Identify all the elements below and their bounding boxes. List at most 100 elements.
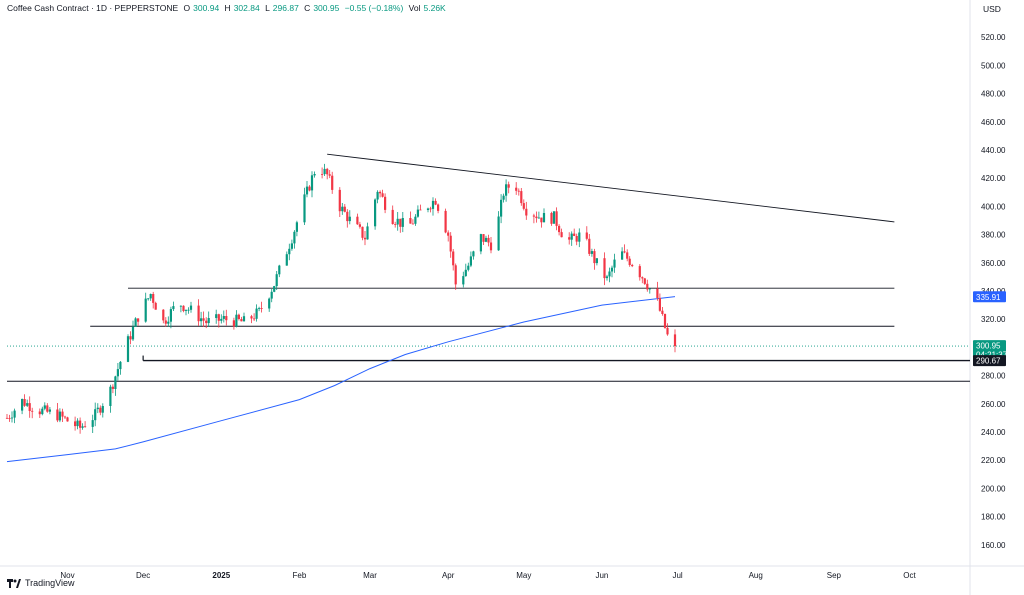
candle-body bbox=[179, 305, 182, 307]
candle-body bbox=[605, 276, 609, 279]
candle-body bbox=[242, 316, 246, 322]
currency-label[interactable]: USD bbox=[983, 4, 1001, 14]
candle-body bbox=[394, 224, 397, 225]
candle-body bbox=[290, 243, 293, 249]
candle-body bbox=[638, 266, 641, 278]
y-tick-label: 240.00 bbox=[981, 428, 1006, 437]
candle-body bbox=[137, 318, 140, 322]
candle-body bbox=[79, 420, 82, 428]
candle-body bbox=[149, 294, 152, 299]
candle-body bbox=[74, 421, 77, 427]
candle-body bbox=[363, 237, 367, 240]
candle-body bbox=[331, 175, 334, 190]
candle-body bbox=[63, 416, 67, 418]
candle-body bbox=[479, 234, 482, 252]
candle-body bbox=[126, 336, 130, 362]
candle-body bbox=[641, 277, 644, 279]
x-tick-label: Nov bbox=[60, 571, 74, 580]
candle-body bbox=[502, 195, 505, 200]
candle-body bbox=[237, 314, 240, 319]
candle-body bbox=[225, 316, 228, 321]
x-tick-label: Aug bbox=[749, 571, 763, 580]
candle-body bbox=[167, 321, 170, 324]
tradingview-logo[interactable]: TradingView bbox=[7, 578, 75, 588]
y-tick-label: 220.00 bbox=[981, 456, 1006, 465]
candle-body bbox=[595, 258, 598, 264]
candle-body bbox=[31, 410, 34, 412]
candle-body bbox=[416, 209, 419, 217]
candle-body bbox=[575, 236, 578, 242]
x-tick-label: Jul bbox=[672, 571, 682, 580]
candle-body bbox=[419, 209, 422, 211]
candle-body bbox=[131, 326, 135, 340]
symbol-title[interactable]: Coffee Cash Contract · 1D · PEPPERSTONE bbox=[7, 3, 179, 13]
y-tick-label: 200.00 bbox=[981, 484, 1006, 493]
candle-body bbox=[661, 310, 664, 314]
price-badge-value: 300.95 bbox=[976, 342, 1001, 351]
candle-body bbox=[26, 403, 29, 406]
vol-label: Vol bbox=[408, 3, 421, 13]
candle-body bbox=[376, 191, 379, 200]
candle-body bbox=[13, 410, 16, 418]
candle-body bbox=[631, 265, 634, 267]
candle-body bbox=[172, 306, 175, 310]
candle-body bbox=[111, 386, 114, 389]
candle-body bbox=[590, 251, 593, 254]
candle-body bbox=[232, 320, 235, 327]
candle-body bbox=[10, 417, 14, 419]
candle-body bbox=[46, 405, 49, 412]
candle-body bbox=[56, 409, 59, 421]
x-tick-label: Feb bbox=[293, 571, 307, 580]
candle-body bbox=[623, 251, 626, 253]
candle-body bbox=[255, 308, 258, 319]
candle-body bbox=[303, 194, 306, 223]
candle-body bbox=[550, 213, 553, 224]
price-badge-value: 335.91 bbox=[976, 293, 1001, 302]
price-badge-value: 290.67 bbox=[976, 357, 1001, 366]
candle-body bbox=[99, 407, 102, 413]
tradingview-logo-text: TradingView bbox=[25, 578, 75, 588]
candle-body bbox=[621, 251, 624, 260]
candle-body bbox=[520, 191, 523, 204]
candle-body bbox=[240, 319, 243, 322]
high-label: H bbox=[224, 3, 231, 13]
candle-body bbox=[449, 235, 452, 252]
candle-body bbox=[253, 318, 256, 320]
candle-body bbox=[220, 318, 223, 321]
candle-body bbox=[222, 316, 225, 319]
candle-body bbox=[409, 218, 412, 224]
y-tick-label: 500.00 bbox=[981, 61, 1006, 70]
candle-body bbox=[116, 369, 119, 377]
candle-body bbox=[273, 286, 276, 292]
high-value: 302.84 bbox=[233, 3, 260, 13]
candle-body bbox=[532, 215, 535, 217]
candle-body bbox=[613, 259, 616, 268]
candle-body bbox=[270, 291, 273, 299]
candle-body bbox=[658, 298, 661, 311]
candle-body bbox=[593, 251, 596, 264]
candle-body bbox=[346, 211, 349, 222]
symbol-header: Coffee Cash Contract · 1D · PEPPERSTONE … bbox=[7, 3, 449, 13]
candle-body bbox=[129, 336, 132, 340]
x-tick-label: Jun bbox=[595, 571, 608, 580]
candle-body bbox=[437, 204, 440, 211]
candle-body bbox=[454, 265, 457, 285]
candle-body bbox=[308, 186, 311, 191]
candle-body bbox=[66, 417, 69, 422]
candle-body bbox=[426, 208, 430, 210]
open-label: O bbox=[183, 3, 191, 13]
x-tick-label: Mar bbox=[363, 571, 377, 580]
candle-body bbox=[356, 216, 359, 225]
candle-body bbox=[343, 206, 346, 212]
y-tick-label: 280.00 bbox=[981, 372, 1006, 381]
candle-body bbox=[61, 411, 64, 417]
candle-body bbox=[535, 216, 538, 219]
candle-body bbox=[288, 248, 291, 255]
candle-body bbox=[497, 216, 500, 251]
candle-body bbox=[295, 222, 298, 232]
candle-body bbox=[552, 211, 556, 224]
candle-body bbox=[507, 184, 510, 188]
candle-body bbox=[84, 426, 87, 428]
